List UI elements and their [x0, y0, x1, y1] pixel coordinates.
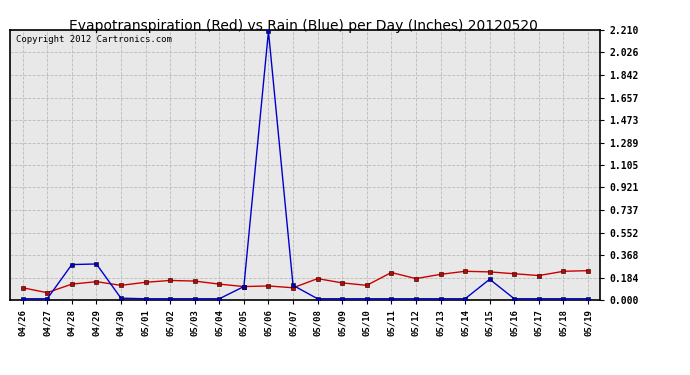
Text: Evapotranspiration (Red) vs Rain (Blue) per Day (Inches) 20120520: Evapotranspiration (Red) vs Rain (Blue) … — [69, 19, 538, 33]
Text: Copyright 2012 Cartronics.com: Copyright 2012 Cartronics.com — [17, 35, 172, 44]
